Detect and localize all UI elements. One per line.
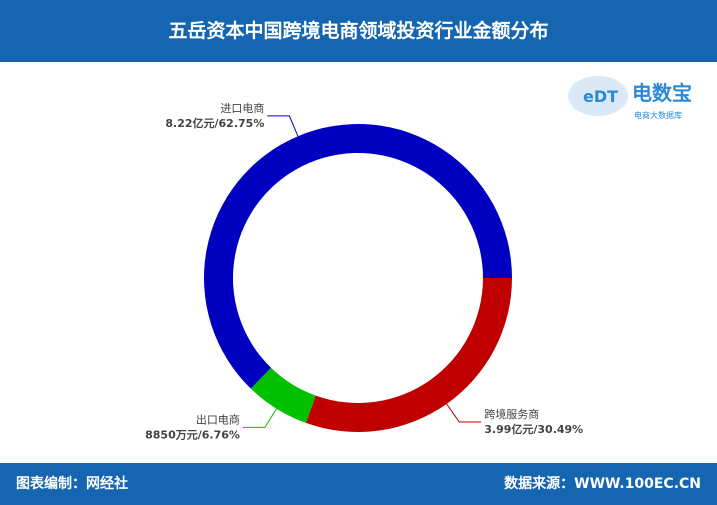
logo-mark: eDT: [583, 87, 618, 106]
slice-label: 8.22亿元/62.75%: [165, 116, 264, 130]
slice-label: 3.99亿元/30.49%: [484, 422, 583, 436]
donut-slice: [250, 367, 316, 423]
title: 五岳资本中国跨境电商领域投资行业金额分布: [168, 20, 549, 42]
logo-cloud: [568, 76, 628, 116]
leader-line: [267, 115, 299, 137]
slice-name: 进口电商: [220, 101, 264, 115]
slice-name: 出口电商: [196, 412, 240, 426]
footer-right: 数据来源：WWW.100EC.CN: [504, 476, 701, 492]
footer: 图表编制：网经社 数据来源：WWW.100EC.CN: [0, 463, 717, 505]
logo-name: 电数宝: [632, 81, 692, 105]
logo-tagline: 电商大数据库: [634, 110, 682, 120]
leader-line: [446, 403, 482, 423]
leader-line: [242, 408, 277, 428]
donut-slice: [305, 278, 512, 432]
slice-name: 跨境服务商: [484, 407, 539, 421]
footer-left: 图表编制：网经社: [16, 476, 128, 492]
slice-label: 8850万元/6.76%: [145, 428, 240, 441]
donut-slice: [204, 123, 513, 389]
header: 五岳资本中国跨境电商领域投资行业金额分布: [0, 0, 717, 62]
